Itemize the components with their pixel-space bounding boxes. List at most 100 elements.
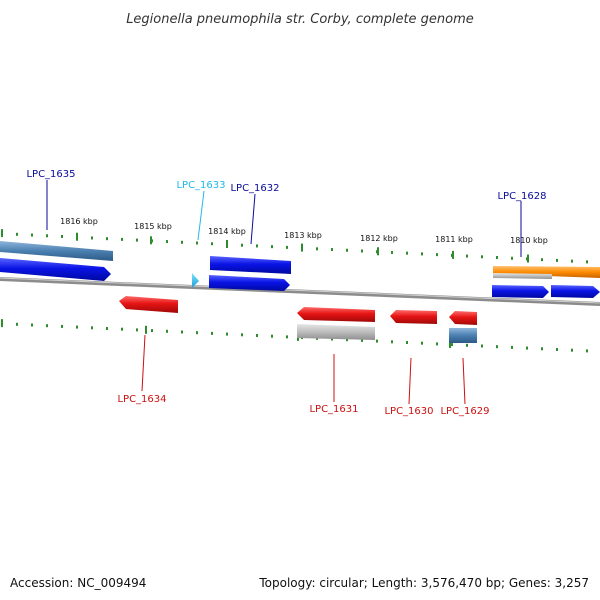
- major-tick: [1, 229, 3, 238]
- steelblue-feature-bar[interactable]: [0, 241, 113, 261]
- minor-tick: [121, 327, 123, 331]
- tick-label-1816: 1816 kbp: [60, 217, 98, 226]
- minor-tick: [256, 333, 258, 337]
- minor-tick: [181, 240, 183, 244]
- gray-feature-bar[interactable]: [493, 273, 552, 279]
- leader-lpc-1634: [141, 334, 146, 392]
- gene-label-lpc-1629[interactable]: LPC_1629: [440, 406, 489, 417]
- gene-lpc-1632-arrow-b[interactable]: [209, 275, 290, 291]
- minor-tick: [571, 348, 573, 352]
- major-tick: [76, 232, 78, 241]
- minor-tick: [166, 329, 168, 333]
- minor-tick: [361, 338, 363, 342]
- minor-tick: [331, 337, 333, 341]
- minor-tick: [31, 233, 33, 237]
- minor-tick: [466, 254, 468, 258]
- minor-tick: [376, 339, 378, 343]
- minor-tick: [286, 335, 288, 339]
- gene-lpc-1630-arrow[interactable]: [390, 310, 437, 324]
- minor-tick: [136, 328, 138, 332]
- gene-label-lpc-1634[interactable]: LPC_1634: [117, 394, 166, 405]
- minor-tick: [541, 258, 543, 262]
- minor-tick: [241, 333, 243, 337]
- minor-tick: [271, 245, 273, 249]
- gene-lpc-1628-arrow-b[interactable]: [551, 285, 600, 298]
- minor-tick: [151, 329, 153, 333]
- minor-tick: [556, 347, 558, 351]
- genome-backbone-highlight: [0, 277, 600, 304]
- leader-lpc-1629: [462, 357, 466, 405]
- minor-tick: [346, 248, 348, 252]
- minor-tick: [421, 252, 423, 256]
- minor-tick: [511, 345, 513, 349]
- minor-tick: [181, 330, 183, 334]
- lower-scale-track: [1, 319, 588, 353]
- minor-tick: [61, 234, 63, 238]
- minor-tick: [211, 242, 213, 246]
- gene-lpc-1633-arrow[interactable]: [192, 273, 199, 288]
- minor-tick: [16, 322, 18, 326]
- major-tick: [377, 247, 379, 256]
- minor-tick: [196, 241, 198, 245]
- major-tick: [226, 239, 228, 248]
- gene-label-lpc-1630[interactable]: LPC_1630: [384, 406, 433, 417]
- gene-label-lpc-1635[interactable]: LPC_1635: [26, 169, 75, 180]
- minor-tick: [121, 237, 123, 241]
- minor-tick: [211, 331, 213, 335]
- minor-tick: [511, 256, 513, 260]
- minor-tick: [91, 326, 93, 330]
- genome-summary-text: Topology: circular; Length: 3,576,470 bp…: [259, 576, 589, 590]
- minor-tick: [76, 325, 78, 329]
- gene-lpc-1631-arrow[interactable]: [297, 307, 375, 322]
- steelblue-feature-bar-lower[interactable]: [449, 328, 477, 343]
- minor-tick: [256, 244, 258, 248]
- minor-tick: [406, 340, 408, 344]
- gray-feature-bar-lower[interactable]: [297, 324, 375, 340]
- tick-label-1815: 1815 kbp: [134, 222, 172, 231]
- minor-tick: [586, 260, 588, 264]
- minor-tick: [16, 232, 18, 236]
- gene-label-lpc-1633[interactable]: LPC_1633: [176, 180, 225, 191]
- minor-tick: [361, 249, 363, 253]
- scale-labels: 1816 kbp 1815 kbp 1814 kbp 1813 kbp 1812…: [60, 217, 548, 245]
- tick-label-1811: 1811 kbp: [435, 235, 473, 244]
- minor-tick: [226, 332, 228, 336]
- label-leaders: [46, 180, 522, 405]
- minor-tick: [106, 326, 108, 330]
- minor-tick: [496, 345, 498, 349]
- gene-lpc-1629-arrow[interactable]: [449, 311, 477, 325]
- gene-lpc-1634-arrow[interactable]: [119, 296, 178, 313]
- minor-tick: [391, 250, 393, 254]
- minor-tick: [451, 343, 453, 347]
- minor-tick: [436, 342, 438, 346]
- minor-tick: [346, 338, 348, 342]
- minor-tick: [496, 256, 498, 260]
- major-tick: [150, 236, 152, 245]
- minor-tick: [91, 236, 93, 240]
- major-tick: [145, 325, 147, 334]
- gene-label-lpc-1632[interactable]: LPC_1632: [230, 183, 279, 194]
- minor-tick: [466, 343, 468, 347]
- leader-lpc-1633: [197, 190, 205, 241]
- gene-lpc-1632-arrow-a[interactable]: [210, 256, 291, 274]
- tick-label-1813: 1813 kbp: [284, 231, 322, 240]
- minor-tick: [166, 240, 168, 244]
- major-tick: [301, 243, 303, 252]
- minor-tick: [106, 237, 108, 241]
- gene-label-lpc-1631[interactable]: LPC_1631: [309, 404, 358, 415]
- minor-tick: [331, 248, 333, 252]
- minor-tick: [241, 243, 243, 247]
- upper-scale-track: [1, 229, 588, 264]
- minor-tick: [271, 334, 273, 338]
- minor-tick: [481, 344, 483, 348]
- minor-tick: [286, 245, 288, 249]
- gene-lpc-1628-arrow-a[interactable]: [492, 285, 549, 298]
- gene-label-lpc-1628[interactable]: LPC_1628: [497, 191, 546, 202]
- minor-tick: [586, 349, 588, 353]
- genome-backbone: [0, 277, 600, 306]
- gene-lpc-1635-arrow[interactable]: [0, 258, 111, 281]
- major-tick: [452, 250, 454, 259]
- tick-label-1814: 1814 kbp: [208, 227, 246, 236]
- tick-label-1812: 1812 kbp: [360, 234, 398, 243]
